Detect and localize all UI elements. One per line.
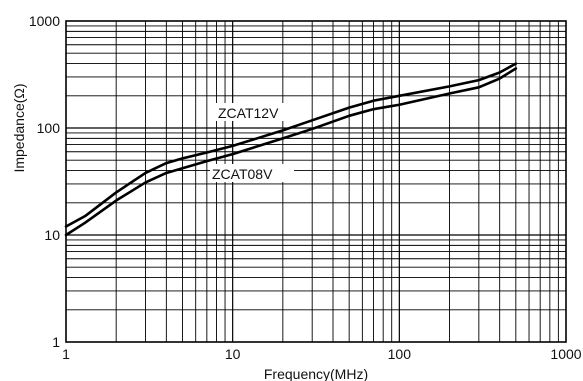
y-axis-title: Impedance(Ω)	[11, 83, 27, 172]
y-tick-label: 10	[44, 227, 60, 243]
series-label-zcat12v: ZCAT12V	[216, 103, 296, 121]
x-tick-label: 100	[388, 346, 412, 362]
x-tick-label: 10	[225, 346, 241, 362]
series-label-zcat08v-text: ZCAT08V	[212, 166, 273, 182]
y-tick-label: 1	[52, 334, 60, 350]
x-tick-label: 1	[62, 346, 70, 362]
series-line-zcat12v	[64, 62, 518, 228]
plot-frame	[65, 20, 567, 343]
x-axis-title: Frequency(MHz)	[264, 366, 368, 381]
y-tick-label: 1000	[29, 13, 60, 29]
series-label-zcat12v-text: ZCAT12V	[218, 105, 279, 121]
grid	[66, 21, 566, 342]
series-lines	[64, 62, 518, 237]
y-tick-label: 100	[37, 120, 61, 136]
x-tick-label: 1000	[550, 346, 581, 362]
series-line-zcat08v	[64, 67, 518, 237]
tick-labels: 1 10 100 1000 1 10 100 1000	[29, 13, 582, 362]
series-label-zcat08v: ZCAT08V	[210, 164, 294, 182]
